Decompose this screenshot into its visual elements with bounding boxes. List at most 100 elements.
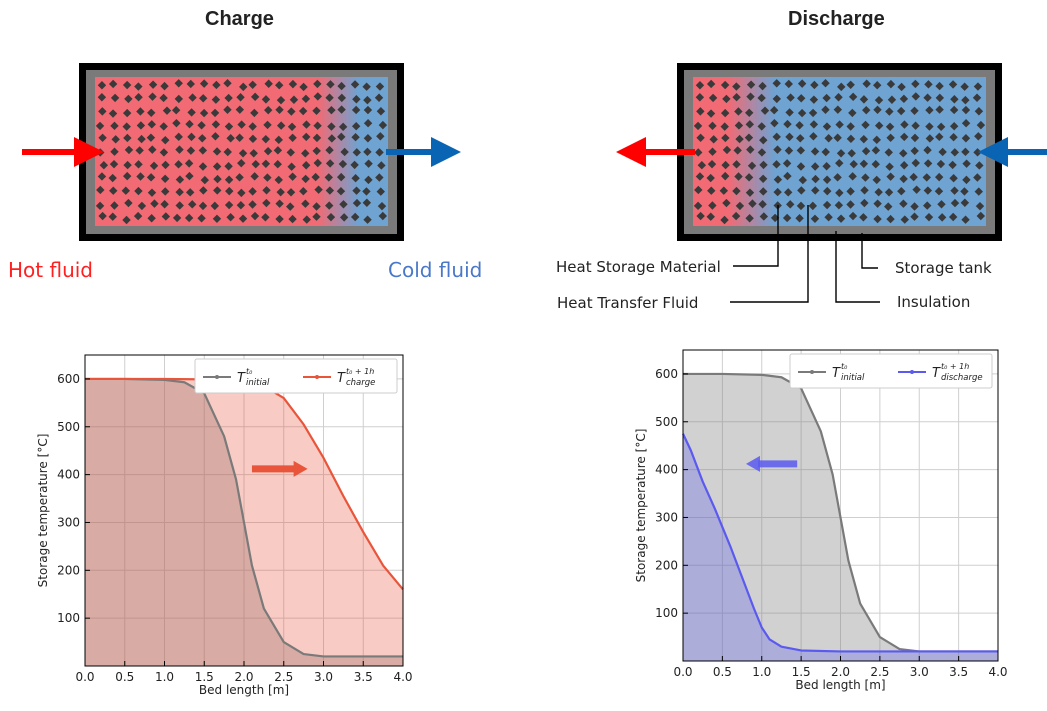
- x-tick-label: 2.5: [870, 665, 889, 679]
- particle: [822, 175, 832, 184]
- particle: [949, 133, 958, 142]
- particle: [175, 175, 185, 184]
- particle: [337, 132, 346, 142]
- particle: [313, 121, 322, 130]
- particle: [122, 215, 131, 225]
- particle: [248, 134, 258, 144]
- particle: [123, 160, 132, 170]
- particle: [263, 173, 272, 182]
- particle: [237, 120, 246, 129]
- particle: [911, 92, 921, 101]
- particle: [197, 214, 206, 223]
- x-tick-label: 1.5: [195, 670, 214, 684]
- particle: [834, 201, 844, 210]
- particle: [973, 173, 982, 182]
- particle: [759, 187, 768, 196]
- particle: [312, 106, 321, 115]
- particle: [363, 215, 372, 224]
- particle: [187, 132, 196, 142]
- particle: [109, 186, 118, 195]
- particle: [796, 134, 805, 143]
- particle: [824, 213, 833, 222]
- particle: [298, 106, 308, 116]
- particle: [810, 147, 820, 156]
- particle: [835, 158, 844, 168]
- x-tick-label: 0.0: [75, 670, 94, 684]
- particle: [313, 79, 322, 89]
- y-tick-label: 100: [655, 606, 678, 620]
- particle: [288, 172, 297, 181]
- particle: [861, 120, 870, 130]
- legend-label-sub: initial: [841, 373, 865, 383]
- particle: [312, 146, 321, 156]
- particle: [275, 105, 284, 115]
- particle: [693, 201, 703, 211]
- particle: [923, 145, 932, 155]
- particle: [109, 159, 119, 169]
- particle: [262, 186, 271, 195]
- particle: [248, 200, 257, 209]
- particle: [949, 174, 958, 183]
- particle: [302, 120, 311, 129]
- particle: [734, 172, 743, 181]
- x-tick-label: 1.5: [792, 665, 811, 679]
- particle: [949, 122, 959, 131]
- particle: [378, 120, 388, 130]
- particle: [886, 79, 896, 89]
- particle: [783, 119, 792, 129]
- particle: [871, 160, 880, 169]
- tank-leader: [861, 233, 878, 269]
- particle: [721, 133, 730, 143]
- particle: [147, 120, 156, 129]
- particle: [238, 214, 248, 223]
- particle: [174, 94, 184, 104]
- particle: [848, 172, 857, 181]
- cold-fluid-label: Cold fluid: [388, 258, 483, 282]
- particle: [325, 186, 335, 195]
- particle: [859, 159, 869, 168]
- hsm-label: Heat Storage Material: [556, 258, 721, 276]
- y-tick-label: 300: [655, 510, 678, 524]
- particle: [235, 105, 245, 114]
- particle: [809, 132, 818, 141]
- particle: [747, 161, 757, 170]
- particle: [327, 122, 336, 131]
- insulation-leader: [835, 231, 880, 303]
- legend-marker: [910, 370, 914, 374]
- particle: [720, 122, 729, 131]
- particle: [887, 95, 897, 104]
- particle: [785, 132, 794, 142]
- particle: [885, 122, 895, 131]
- particle: [121, 186, 131, 195]
- particle: [248, 122, 257, 131]
- particle: [960, 198, 970, 207]
- particle: [950, 186, 959, 195]
- particle: [862, 105, 871, 115]
- tank-diagrams: [22, 63, 1047, 303]
- x-tick-label: 4.0: [393, 670, 412, 684]
- charge-particles: [95, 79, 388, 225]
- particle: [226, 134, 235, 143]
- legend-label-sub: discharge: [941, 373, 983, 383]
- particle: [733, 146, 742, 155]
- particle: [859, 134, 868, 144]
- particle: [695, 81, 705, 90]
- particle: [735, 134, 744, 144]
- particle: [212, 80, 221, 90]
- legend-box: [789, 353, 993, 389]
- particle: [223, 147, 232, 157]
- particle: [161, 160, 170, 170]
- particle: [948, 80, 958, 89]
- particle: [935, 132, 944, 142]
- particle: [861, 173, 870, 182]
- particle: [795, 121, 804, 130]
- particle: [198, 201, 208, 211]
- charge-title: Charge: [205, 8, 274, 30]
- particle: [900, 132, 909, 142]
- particle: [925, 122, 934, 131]
- particle: [160, 200, 169, 209]
- particle: [910, 212, 919, 221]
- particle: [746, 145, 755, 154]
- particle: [261, 213, 270, 222]
- particle: [184, 213, 194, 223]
